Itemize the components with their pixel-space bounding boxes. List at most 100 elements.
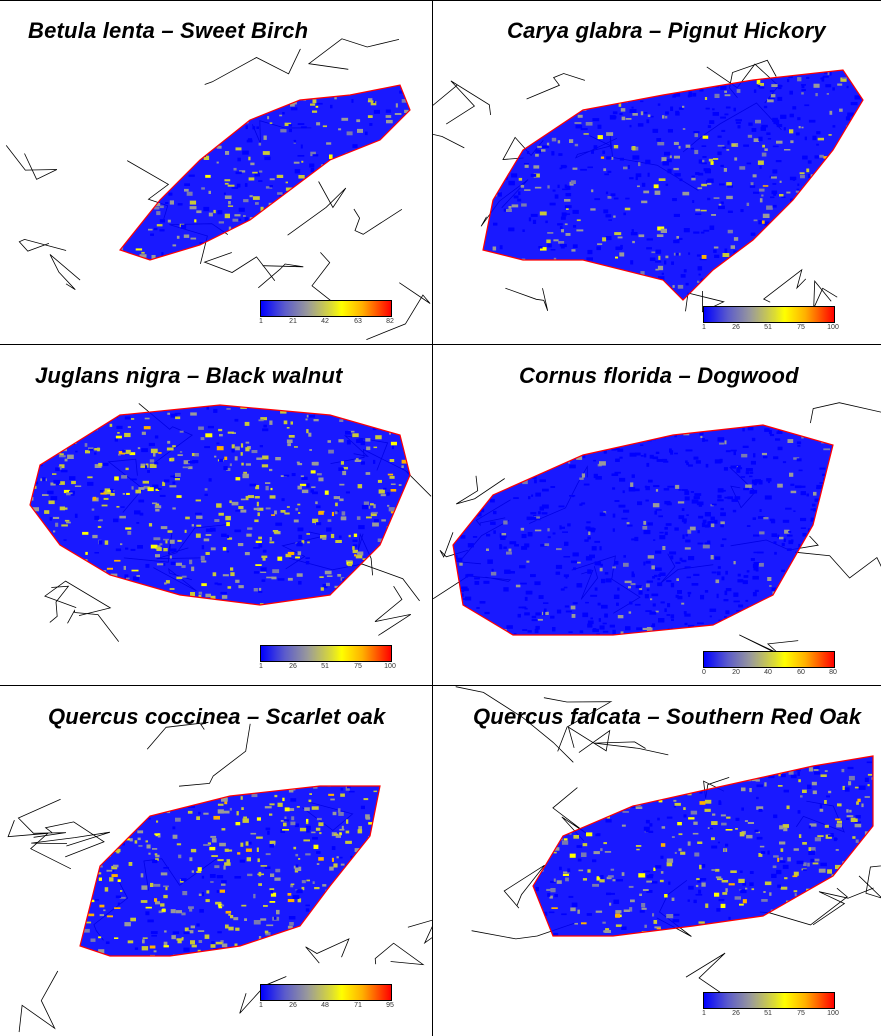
state-border-line bbox=[455, 686, 574, 763]
state-border-line bbox=[526, 73, 586, 100]
state-border-line bbox=[407, 919, 432, 945]
species-range-map bbox=[433, 59, 864, 313]
state-border-line bbox=[31, 831, 111, 847]
state-border-line bbox=[433, 84, 465, 149]
state-border-line bbox=[543, 697, 613, 752]
panel-cornus-florida: Cornus florida – Dogwood 0 20 40 60 80 bbox=[433, 345, 881, 685]
panel-title: Carya glabra – Pignut Hickory bbox=[507, 18, 826, 43]
legend-tick: 42 bbox=[321, 318, 329, 325]
legend-tick: 75 bbox=[354, 663, 362, 670]
legend-tick: 20 bbox=[732, 669, 740, 676]
legend-color-bar bbox=[260, 984, 392, 1001]
range-boundary-line bbox=[482, 69, 864, 301]
panel-title: Juglans nigra – Black walnut bbox=[35, 363, 343, 388]
legend-color-bar bbox=[703, 992, 835, 1009]
state-border-line bbox=[366, 282, 431, 340]
state-border-line bbox=[503, 864, 545, 909]
state-border-line bbox=[439, 532, 469, 558]
species-abundance-fill bbox=[453, 425, 833, 635]
horizontal-divider bbox=[0, 344, 881, 345]
state-border-line bbox=[374, 585, 412, 636]
state-borders bbox=[7, 721, 432, 1033]
state-border-line bbox=[287, 181, 347, 236]
state-border-line bbox=[258, 263, 304, 289]
panel-title: Quercus falcata – Southern Red Oak bbox=[473, 704, 862, 729]
state-border-line bbox=[67, 609, 120, 642]
panel-quercus-coccinea: Quercus coccinea – Scarlet oak 1 26 48 7… bbox=[0, 686, 432, 1036]
state-border-line bbox=[858, 865, 881, 899]
panel-juglans-nigra: Juglans nigra – Black walnut 1 26 51 75 … bbox=[0, 345, 432, 685]
legend-tick: 48 bbox=[321, 1002, 329, 1009]
legend-tick: 60 bbox=[797, 669, 805, 676]
color-legend: 1 26 51 75 100 bbox=[702, 992, 839, 1022]
legend-tick: 26 bbox=[289, 663, 297, 670]
species-abundance-fill bbox=[30, 405, 410, 605]
legend-color-bar bbox=[260, 645, 392, 662]
legend-tick: 80 bbox=[829, 669, 837, 676]
legend-tick: 75 bbox=[797, 324, 805, 331]
panel-title: Betula lenta – Sweet Birch bbox=[28, 18, 309, 43]
range-boundary-line bbox=[29, 404, 411, 606]
state-border-line bbox=[44, 580, 112, 616]
state-border-line bbox=[813, 280, 838, 309]
legend-tick: 1 bbox=[259, 318, 263, 325]
legend-tick: 0 bbox=[702, 669, 706, 676]
legend-tick: 100 bbox=[827, 1010, 839, 1017]
state-border-line bbox=[5, 145, 58, 180]
panel-betula-lenta: Betula lenta – Sweet Birch 1 21 42 63 82 bbox=[0, 0, 432, 344]
color-legend: 0 20 40 60 80 bbox=[702, 651, 837, 681]
state-border-line bbox=[567, 726, 611, 753]
panel-title: Quercus coccinea – Scarlet oak bbox=[48, 704, 386, 729]
species-abundance-fill bbox=[483, 70, 863, 300]
legend-tick: 100 bbox=[384, 663, 396, 670]
legend-tick: 1 bbox=[259, 1002, 263, 1009]
legend-color-bar bbox=[703, 651, 835, 668]
state-border-line bbox=[49, 585, 70, 623]
state-border-line bbox=[455, 475, 505, 505]
legend-tick: 71 bbox=[354, 1002, 362, 1009]
state-border-line bbox=[18, 970, 59, 1033]
panel-title: Cornus florida – Dogwood bbox=[519, 363, 799, 388]
range-boundary-line bbox=[118, 84, 411, 261]
state-border-line bbox=[17, 798, 66, 838]
state-border-line bbox=[685, 291, 725, 313]
state-border-line bbox=[305, 938, 350, 964]
state-border-line bbox=[178, 723, 251, 787]
species-range-map bbox=[7, 721, 432, 1033]
legend-tick: 51 bbox=[764, 324, 772, 331]
state-border-line bbox=[505, 287, 549, 311]
panel-quercus-falcata: Quercus falcata – Southern Red Oak 1 26 … bbox=[433, 686, 881, 1036]
color-legend: 1 26 51 75 100 bbox=[702, 306, 839, 336]
legend-tick: 1 bbox=[702, 324, 706, 331]
legend-tick: 26 bbox=[732, 324, 740, 331]
panel-carya-glabra: Carya glabra – Pignut Hickory 1 26 51 75… bbox=[433, 0, 881, 344]
top-border bbox=[0, 0, 881, 1]
state-border-line bbox=[49, 254, 81, 291]
species-range-map bbox=[433, 402, 881, 654]
species-range-map bbox=[29, 403, 432, 642]
legend-tick: 21 bbox=[289, 318, 297, 325]
color-legend: 1 21 42 63 82 bbox=[259, 300, 394, 330]
species-abundance-fill bbox=[120, 85, 410, 260]
legend-tick: 100 bbox=[827, 324, 839, 331]
state-border-line bbox=[44, 821, 105, 858]
state-border-line bbox=[445, 80, 491, 125]
state-border-line bbox=[812, 887, 874, 926]
state-border-line bbox=[762, 268, 807, 303]
legend-tick: 63 bbox=[354, 318, 362, 325]
species-range-map bbox=[5, 38, 431, 340]
state-border-line bbox=[374, 942, 425, 966]
legend-color-bar bbox=[260, 300, 392, 317]
horizontal-divider bbox=[0, 685, 881, 686]
range-boundary-line bbox=[79, 785, 381, 957]
vertical-divider bbox=[432, 0, 433, 1036]
state-border-line bbox=[18, 238, 67, 252]
legend-tick: 26 bbox=[732, 1010, 740, 1017]
legend-tick: 26 bbox=[289, 1002, 297, 1009]
state-border-line bbox=[794, 551, 881, 579]
state-border-line bbox=[594, 741, 669, 756]
state-border-line bbox=[810, 402, 881, 424]
state-border-line bbox=[7, 820, 72, 870]
state-border-line bbox=[203, 252, 276, 281]
